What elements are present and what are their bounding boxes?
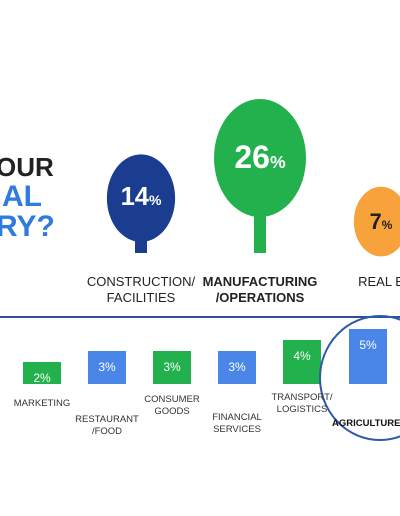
question-line-2: AL xyxy=(2,180,42,213)
pin-value-label: 26% xyxy=(234,138,286,175)
bar-chart-labels: NAL S 2% MARKETING 3% RESTAURANT /FOOD 3% CONS… xyxy=(0,300,400,460)
pin-head xyxy=(353,186,400,257)
divider-line xyxy=(0,316,400,318)
bar xyxy=(88,351,126,384)
bar-category-label: MARKETING xyxy=(13,398,71,409)
bar-value-label: 2% xyxy=(33,371,51,385)
bar-category-label: CONSUMER GOODS xyxy=(144,394,200,417)
bar-category-label: NAL S xyxy=(0,413,30,437)
pin-chart-labels: 14% CONSTRUCTION/ FACILITIES 26% MANUFACTUR… xyxy=(86,138,400,305)
question-line-1: OUR xyxy=(0,152,54,182)
bar xyxy=(218,351,256,384)
bar xyxy=(153,351,191,384)
pin-head xyxy=(106,154,176,242)
pin-category-label: MANUFACTURING /OPERATIONS xyxy=(202,274,318,305)
bar-category-label: RESTAURANT /FOOD xyxy=(75,414,139,437)
bar-category-label: AGRICULTURE xyxy=(332,418,400,429)
pin-category-label: CONSTRUCTION/ FACILITIES xyxy=(86,274,196,305)
bar-category-label: TRANSPORT/ LOGISTICS xyxy=(271,392,333,415)
bar-value-label: 3% xyxy=(163,360,181,374)
pin-category-label: REAL E xyxy=(358,274,400,289)
pin-chart xyxy=(106,99,400,257)
pin-value-label: 14% xyxy=(120,182,162,211)
bar-value-label: 5% xyxy=(359,338,377,352)
bar-chart xyxy=(23,315,400,441)
pin-value-label: 7% xyxy=(369,208,393,234)
pin-head xyxy=(214,99,306,217)
bar xyxy=(349,329,387,384)
question-line-3: RY? xyxy=(0,210,55,243)
bar-value-label: 3% xyxy=(228,360,246,374)
bar-value-label: 4% xyxy=(293,349,311,363)
bar-category-label: FINANCIAL SERVICES xyxy=(212,412,262,435)
bar-value-label: 3% xyxy=(98,360,116,374)
bar xyxy=(23,362,61,384)
bar xyxy=(283,340,321,384)
highlight-circle xyxy=(319,315,400,441)
